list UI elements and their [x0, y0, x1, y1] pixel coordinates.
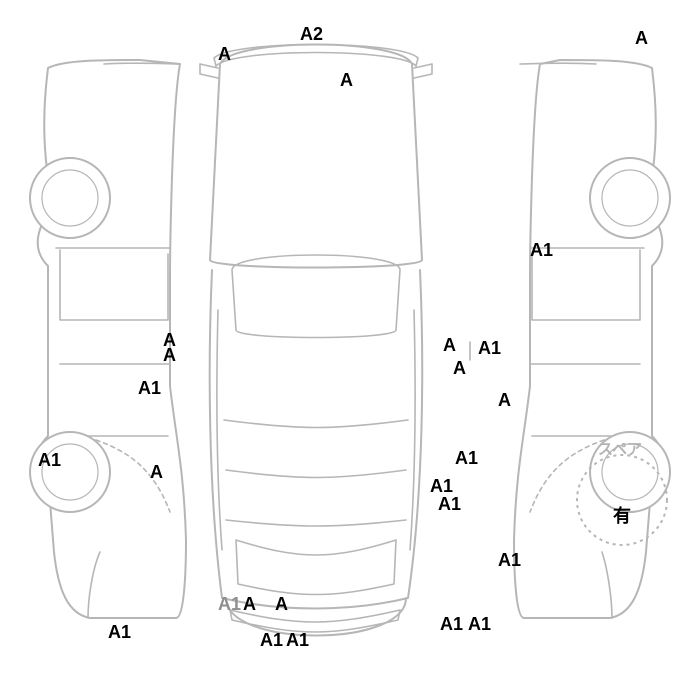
damage-label: A	[275, 594, 288, 615]
damage-label: A1	[438, 494, 461, 515]
damage-label: A	[163, 345, 176, 366]
damage-label: A	[218, 44, 231, 65]
top-door-left	[217, 310, 222, 550]
car-svg	[0, 0, 700, 700]
damage-label: A	[243, 594, 256, 615]
damage-label: A	[453, 358, 466, 379]
top-rear-window	[236, 540, 396, 595]
car-damage-diagram: A2AAAA1AAA1AAA1AA1AA1A1A1A1A1A1AAA1A1A1A…	[0, 0, 700, 700]
damage-label: A1	[138, 378, 161, 399]
damage-label: A1	[455, 448, 478, 469]
damage-label: A1	[38, 450, 61, 471]
right-outline	[514, 60, 665, 618]
damage-label: A	[635, 28, 648, 49]
top-body	[210, 270, 423, 609]
spare-value: 有	[613, 502, 631, 528]
damage-label: A1	[286, 630, 309, 651]
damage-label: A	[340, 70, 353, 91]
spare-label: スペア	[598, 438, 642, 459]
damage-label: A	[443, 335, 456, 356]
damage-label: A	[498, 390, 511, 411]
damage-label: A1	[108, 622, 131, 643]
damage-label: A1	[478, 338, 501, 359]
damage-label: A1	[498, 550, 521, 571]
damage-label: A1	[218, 594, 241, 615]
damage-label: A1	[530, 240, 553, 261]
top-roof	[210, 45, 422, 268]
damage-label: A	[150, 462, 163, 483]
damage-label: A1	[260, 630, 283, 651]
damage-label: A1	[440, 614, 463, 635]
damage-label: A1	[468, 614, 491, 635]
top-door-right	[410, 310, 415, 550]
damage-label: A2	[300, 24, 323, 45]
